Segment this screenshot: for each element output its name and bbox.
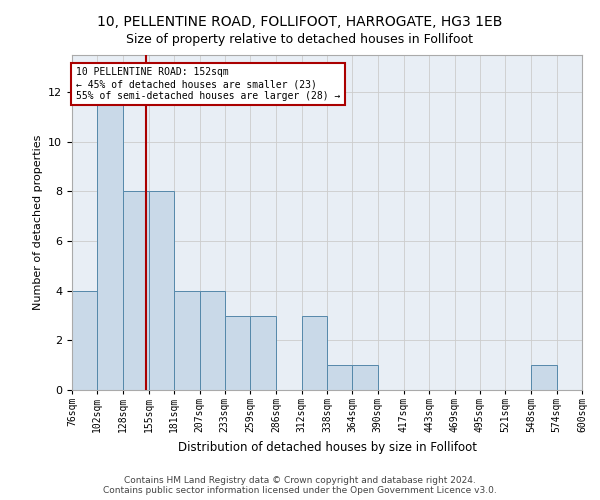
Bar [532, 365, 557, 390]
Bar [72, 290, 97, 390]
Bar [97, 92, 122, 390]
Bar [122, 192, 149, 390]
Bar [327, 365, 352, 390]
Bar [250, 316, 277, 390]
Bar [302, 316, 327, 390]
Text: 10 PELLENTINE ROAD: 152sqm
← 45% of detached houses are smaller (23)
55% of semi: 10 PELLENTINE ROAD: 152sqm ← 45% of deta… [76, 68, 340, 100]
Bar [174, 290, 199, 390]
Bar [225, 316, 250, 390]
Text: Contains HM Land Registry data © Crown copyright and database right 2024.
Contai: Contains HM Land Registry data © Crown c… [103, 476, 497, 495]
Bar [352, 365, 377, 390]
Y-axis label: Number of detached properties: Number of detached properties [32, 135, 43, 310]
Bar [149, 192, 174, 390]
X-axis label: Distribution of detached houses by size in Follifoot: Distribution of detached houses by size … [178, 440, 476, 454]
Bar [199, 290, 225, 390]
Text: 10, PELLENTINE ROAD, FOLLIFOOT, HARROGATE, HG3 1EB: 10, PELLENTINE ROAD, FOLLIFOOT, HARROGAT… [97, 15, 503, 29]
Text: Size of property relative to detached houses in Follifoot: Size of property relative to detached ho… [127, 32, 473, 46]
